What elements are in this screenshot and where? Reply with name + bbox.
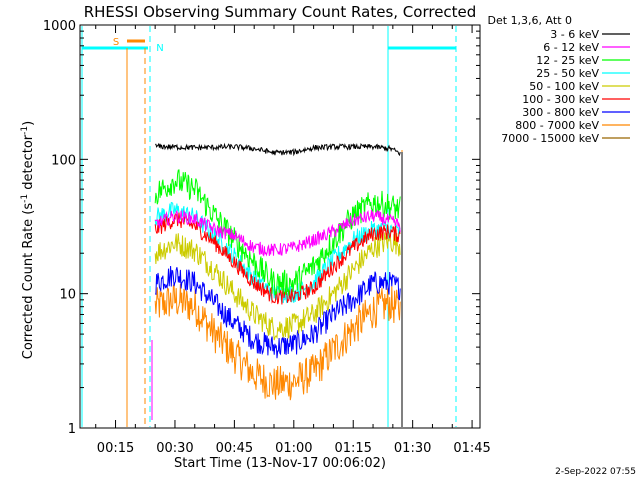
x-tick-label: 01:45	[453, 441, 490, 456]
legend-entry-label: 3 - 6 keV	[550, 28, 599, 41]
y-tick-label: 1000	[43, 19, 76, 34]
legend-entry-label: 100 - 300 keV	[522, 93, 599, 106]
chart-title: RHESSI Observing Summary Count Rates, Co…	[84, 3, 477, 21]
y-tick-label: 100	[51, 153, 76, 168]
flag-markers: SN	[113, 37, 164, 54]
flag-marker-s: S	[113, 37, 119, 48]
series-line-6	[154, 265, 401, 359]
legend-title: Det 1,3,6, Att 0	[488, 14, 572, 27]
legend-entry-label: 12 - 25 keV	[536, 54, 599, 67]
legend-entry-label: 6 - 12 keV	[543, 41, 599, 54]
series-lines	[154, 142, 403, 427]
x-axis-label: Start Time (13-Nov-17 00:06:02)	[174, 456, 386, 471]
plot-axes	[79, 24, 481, 429]
series-line-7	[154, 283, 401, 401]
x-tick-label: 01:30	[394, 441, 431, 456]
legend-entry-label: 50 - 100 keV	[529, 80, 599, 93]
x-tick-labels: 00:15 00:30 00:45 01:00 01:15 01:30 01:45	[97, 441, 491, 456]
x-tick-label: 00:30	[156, 441, 193, 456]
legend-entry-label: 300 - 800 keV	[522, 106, 599, 119]
legend-entry-label: 800 - 7000 keV	[515, 119, 599, 132]
series-line-0	[155, 142, 401, 157]
x-tick-label: 00:15	[97, 441, 134, 456]
series-line-1	[154, 209, 401, 257]
generation-date: 2-Sep-2022 07:55	[555, 467, 636, 477]
y-tick-label: 10	[59, 288, 76, 303]
flag-marker-n: N	[156, 43, 163, 54]
series-line-4	[154, 231, 401, 341]
y-tick-label: 1	[68, 422, 76, 437]
plot-frame	[79, 24, 481, 429]
legend-entry-label: 7000 - 15000 keV	[501, 132, 599, 145]
series-line-2	[154, 169, 401, 296]
x-tick-label: 01:00	[275, 441, 312, 456]
y-axis-label: Corrected Count Rate (s-1 detector-1)	[20, 121, 36, 359]
series-line-5	[154, 212, 401, 305]
legend-entry-label: 25 - 50 keV	[536, 67, 599, 80]
x-tick-label: 00:45	[216, 441, 253, 456]
y-tick-labels: 1 10 100 1000	[43, 19, 76, 437]
x-tick-label: 01:15	[334, 441, 371, 456]
